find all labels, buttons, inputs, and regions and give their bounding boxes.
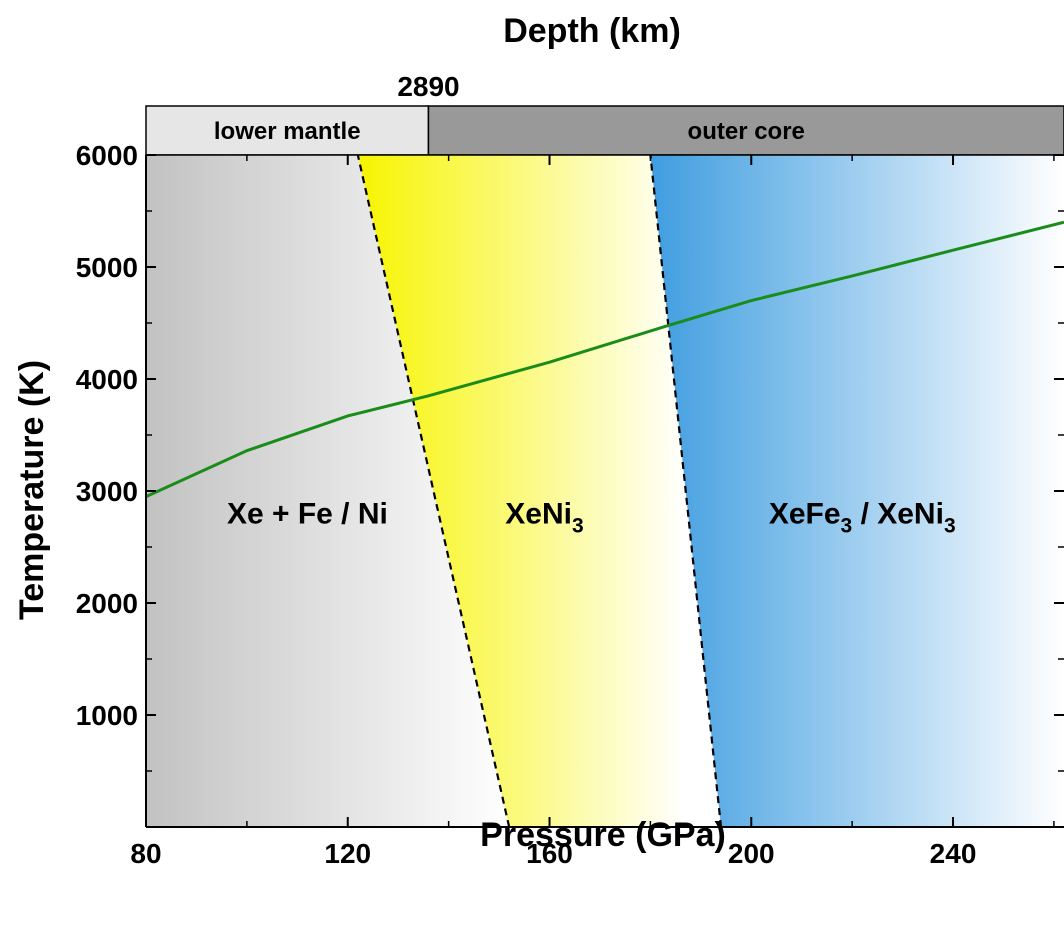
region-blue [650, 155, 1064, 827]
region-gray [146, 155, 510, 827]
x-tick-label-160: 160 [526, 838, 573, 869]
y-axis-title: Temperature (K) [13, 360, 51, 620]
temperature-line-0 [146, 220, 1064, 498]
x-tick-label-240: 240 [930, 838, 977, 869]
depth-band-label-1: outer core [688, 118, 805, 145]
y-tick-label-5000: 5000 [76, 252, 138, 283]
depth-marker-label: 2890 [397, 71, 459, 102]
x-tick-label-80: 80 [130, 838, 161, 869]
phase-boundaries [356, 155, 723, 827]
y-tick-label-4000: 4000 [76, 364, 138, 395]
x-tick-label-200: 200 [728, 838, 775, 869]
phase-boundary-1 [649, 155, 723, 827]
region-label-xeni3: XeNi3 [505, 497, 583, 537]
region-label-xefe3-xeni3: XeFe3 / XeNi3 [769, 497, 956, 537]
depth-axis-title: Depth (km) [503, 12, 681, 50]
x-tick-label-120: 120 [324, 838, 371, 869]
x-axis-title: Pressure (GPa) [480, 816, 726, 854]
phase-boundary-0 [356, 155, 511, 827]
y-tick-label-1000: 1000 [76, 700, 138, 731]
temperature-profile [146, 220, 1064, 498]
y-tick-label-2000: 2000 [76, 588, 138, 619]
region-labels: Xe + Fe / Ni XeNi3 XeFe3 / XeNi3 [227, 497, 956, 537]
phase-regions [146, 155, 1064, 827]
y-tick-label-3000: 3000 [76, 476, 138, 507]
depth-band-bar: lower mantle outer core [145, 105, 1064, 156]
depth-band-1 [427, 105, 1064, 156]
y-tick-label-6000: 6000 [76, 140, 138, 171]
plot-axes: 80 120 160 200 240 1000 2000 3000 4000 5000 6000 [76, 140, 1064, 869]
depth-band-0 [145, 105, 430, 156]
depth-band-label-0: lower mantle [214, 118, 361, 145]
region-label-xe-fe-ni: Xe + Fe / Ni [227, 497, 388, 530]
region-yellow [357, 155, 722, 827]
